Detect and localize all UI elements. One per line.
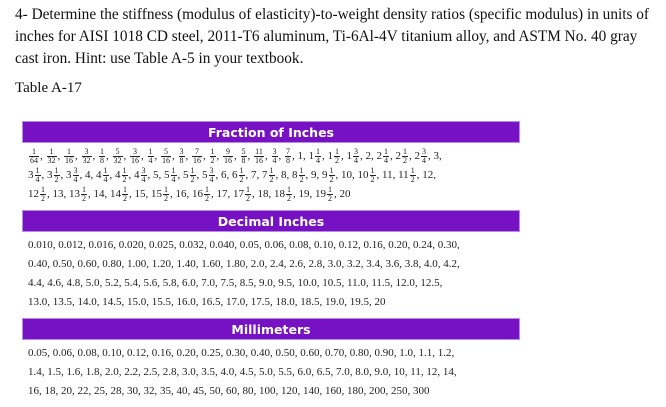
fraction-value: 11 1 2 <box>398 165 416 184</box>
fraction-value: 13 1 2 <box>69 184 87 203</box>
fraction-value: 10 1 2 <box>357 165 376 184</box>
section-header-fraction: Fraction of Inches <box>22 121 520 143</box>
fraction-value: 15 1 2 <box>151 184 169 203</box>
fraction-value: 12 1 2 <box>28 184 46 203</box>
preferred-sizes-table: Fraction of Inches 1 64, 1 32, 1 16, 3 32, 1… <box>22 121 520 407</box>
fraction-value: 14 1 2 <box>110 184 128 203</box>
fraction-value: 16 <box>175 188 187 200</box>
fraction-value: 5 32 <box>112 146 123 165</box>
fraction-value: 5 16 <box>161 146 171 165</box>
fraction-value: 7 <box>251 169 257 181</box>
millimeter-row: 1.4, 1.5, 1.6, 1.8, 2.0, 2.2, 2.5, 2.8, … <box>28 366 457 378</box>
fraction-value: 3 16 <box>130 146 140 165</box>
fraction-value: 1 32 <box>46 146 57 165</box>
fraction-value: 20 <box>339 188 351 200</box>
fraction-value: 8 <box>281 169 287 181</box>
decimal-row: 0.010, 0.012, 0.016, 0.020, 0.025, 0.032… <box>28 239 460 251</box>
fraction-value: 15 <box>134 188 146 200</box>
fraction-value: 4 <box>85 169 91 181</box>
millimeter-row: 16, 18, 20, 22, 25, 28, 30, 32, 35, 40, … <box>28 385 430 397</box>
fraction-value: 11 <box>382 169 393 181</box>
millimeter-row: 0.05, 0.06, 0.08, 0.10, 0.12, 0.16, 0.20… <box>28 347 455 359</box>
decimal-row: 4.4, 4.6, 4.8, 5.0, 5.2, 5.4, 5.6, 5.8, … <box>28 277 443 289</box>
fraction-value: 19 <box>298 188 310 200</box>
section-header-millimeters: Millimeters <box>22 318 520 340</box>
fraction-value: 5 <box>153 169 159 181</box>
fraction-value: 6 <box>221 169 227 181</box>
fraction-value: 14 <box>93 188 105 200</box>
question-text: 4- Determine the stiffness (modulus of e… <box>15 6 649 67</box>
fraction-value: 18 <box>257 188 269 200</box>
fraction-value: 12 <box>422 169 434 181</box>
fraction-value: 1 64 <box>29 146 39 165</box>
fraction-value: 3 <box>433 150 440 162</box>
decimal-rows: 0.010, 0.012, 0.016, 0.020, 0.025, 0.032… <box>22 232 520 318</box>
fraction-value: 1 16 <box>64 146 74 165</box>
fraction-value: 9 16 <box>223 146 233 165</box>
fraction-value: 1 <box>297 150 304 162</box>
fraction-value: 10 <box>341 169 352 181</box>
fraction-value: 7 16 <box>192 146 202 165</box>
fraction-value: 16 1 2 <box>192 184 210 203</box>
fraction-value: 3 32 <box>81 146 92 165</box>
fraction-value: 9 <box>311 169 317 181</box>
table-caption: Table A-17 <box>15 80 82 96</box>
decimal-row: 13.0, 13.5, 14.0, 14.5, 15.0, 15.5, 16.0… <box>28 296 386 308</box>
fraction-value: 13 <box>52 188 64 200</box>
fraction-value: 17 1 2 <box>233 184 251 203</box>
decimal-row: 0.40, 0.50, 0.60, 0.80, 1.00, 1.20, 1.40… <box>28 258 460 270</box>
fraction-row: 12 1 2, 13, 13 1 2, 14, 14 1 2, 15, 15 1 2, 16, … <box>28 184 351 203</box>
fraction-value: 11 16 <box>254 146 264 165</box>
section-header-decimal: Decimal Inches <box>22 210 520 232</box>
fraction-value: 17 <box>216 188 228 200</box>
millimeter-rows: 0.05, 0.06, 0.08, 0.10, 0.12, 0.16, 0.20… <box>22 340 520 407</box>
fraction-value: 2 <box>365 150 372 162</box>
fraction-value: 18 1 2 <box>274 184 292 203</box>
fraction-value: 19 1 2 <box>315 184 333 203</box>
